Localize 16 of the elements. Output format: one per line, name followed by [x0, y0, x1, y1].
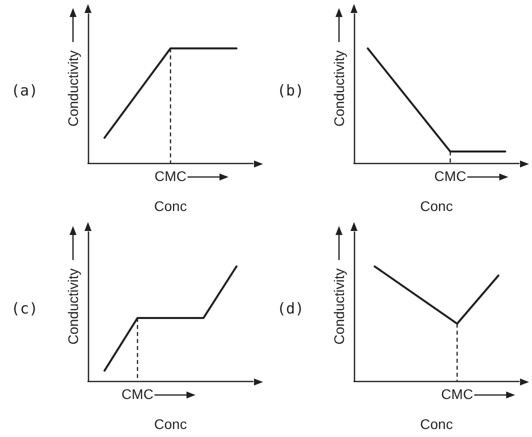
- y-axis-title: Conductivity: [331, 50, 347, 127]
- y-axis-title: Conductivity: [65, 268, 81, 345]
- x-axis-title: Conc: [420, 416, 453, 432]
- x-axis-title: Conc: [154, 198, 187, 214]
- text: (d): [277, 300, 304, 318]
- text: CMC: [441, 386, 474, 402]
- x-axis-title: Conc: [420, 198, 453, 214]
- text: (b): [277, 82, 304, 100]
- text: CMC: [122, 386, 154, 402]
- y-axis-title: Conductivity: [65, 50, 81, 127]
- text: CMC: [154, 168, 186, 184]
- text: (a): [11, 82, 38, 100]
- text: (c): [11, 300, 38, 318]
- text: CMC: [434, 168, 466, 184]
- x-axis-title: Conc: [154, 416, 187, 432]
- y-axis-title: Conductivity: [331, 268, 347, 345]
